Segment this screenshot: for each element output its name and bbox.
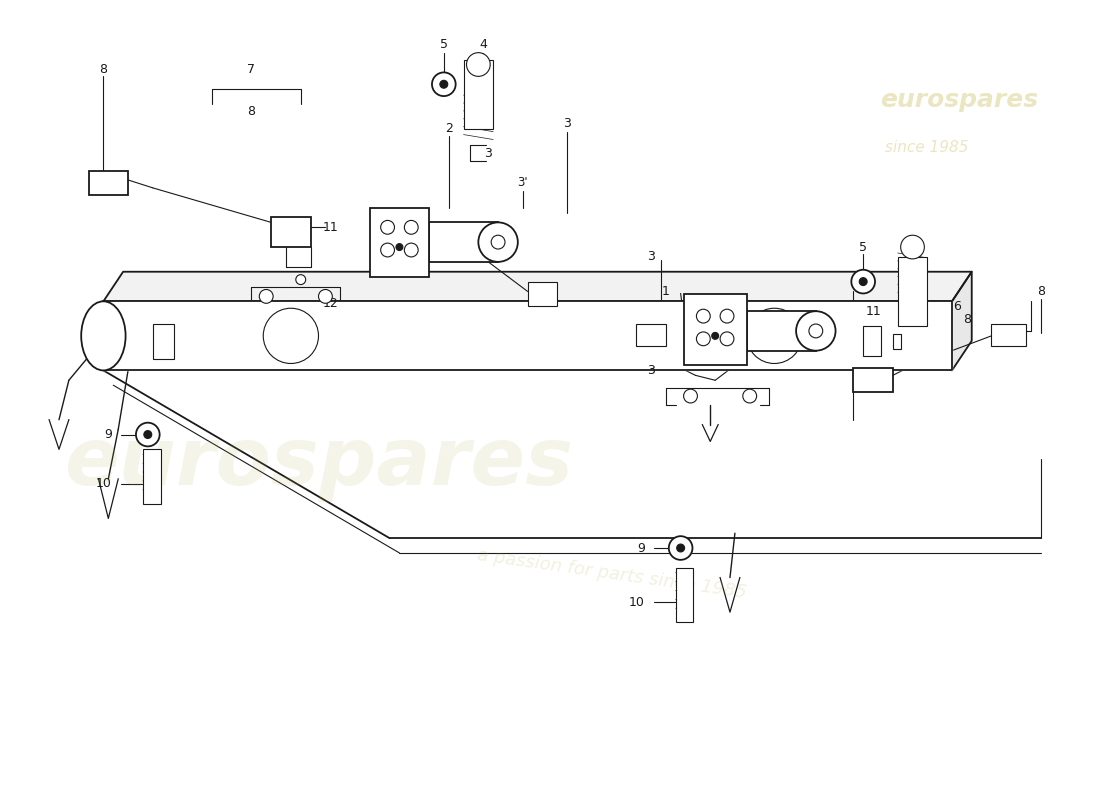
- Circle shape: [381, 243, 395, 257]
- Text: 3': 3': [517, 177, 528, 190]
- Circle shape: [901, 235, 924, 259]
- Bar: [747, 311, 816, 350]
- Text: a passion for parts since 1985: a passion for parts since 1985: [475, 546, 747, 602]
- Bar: [675, 568, 693, 622]
- Bar: [854, 369, 893, 392]
- Circle shape: [440, 80, 448, 88]
- Circle shape: [683, 389, 697, 403]
- Bar: [429, 222, 498, 262]
- Bar: [153, 324, 175, 358]
- Text: 3: 3: [563, 118, 571, 130]
- Bar: [636, 324, 666, 346]
- Text: 8: 8: [1037, 285, 1045, 298]
- Bar: [893, 334, 901, 349]
- Text: 10: 10: [628, 596, 645, 609]
- Circle shape: [381, 221, 395, 234]
- Text: 6: 6: [953, 300, 961, 313]
- Text: 3: 3: [647, 364, 654, 377]
- Text: 5: 5: [440, 38, 448, 51]
- Text: 2: 2: [444, 122, 453, 135]
- Circle shape: [466, 53, 491, 76]
- Circle shape: [432, 73, 455, 96]
- Bar: [528, 282, 558, 306]
- Bar: [370, 207, 429, 277]
- Text: 7: 7: [248, 63, 255, 76]
- Circle shape: [405, 221, 418, 234]
- Ellipse shape: [81, 302, 125, 370]
- Text: 8: 8: [1008, 325, 1015, 338]
- Circle shape: [696, 332, 711, 346]
- Text: 4: 4: [909, 241, 916, 254]
- Circle shape: [319, 290, 332, 303]
- Circle shape: [260, 290, 273, 303]
- Text: 3: 3: [484, 147, 492, 160]
- Circle shape: [396, 244, 403, 250]
- Text: 11: 11: [866, 305, 881, 318]
- Circle shape: [478, 222, 518, 262]
- Bar: [898, 257, 927, 326]
- Polygon shape: [103, 272, 971, 302]
- Polygon shape: [952, 272, 971, 370]
- Circle shape: [492, 235, 505, 249]
- Bar: [271, 218, 310, 247]
- Text: 3: 3: [647, 250, 654, 263]
- Text: 8: 8: [248, 106, 255, 118]
- Bar: [683, 294, 747, 366]
- Circle shape: [676, 544, 684, 552]
- Text: 4: 4: [480, 38, 487, 51]
- Bar: [463, 59, 493, 129]
- Text: 9: 9: [637, 542, 645, 554]
- Polygon shape: [103, 302, 952, 370]
- Circle shape: [796, 311, 836, 350]
- Bar: [89, 171, 128, 194]
- Circle shape: [720, 332, 734, 346]
- Text: 9: 9: [104, 428, 112, 441]
- Circle shape: [144, 430, 152, 438]
- Text: 10: 10: [96, 478, 111, 490]
- Bar: [991, 324, 1026, 346]
- Text: 12: 12: [322, 297, 338, 310]
- Text: 1: 1: [662, 285, 670, 298]
- Bar: [864, 326, 881, 355]
- Text: 8: 8: [962, 313, 971, 326]
- Circle shape: [851, 270, 874, 294]
- Circle shape: [405, 243, 418, 257]
- Text: 5: 5: [859, 241, 867, 254]
- Circle shape: [669, 536, 693, 560]
- Circle shape: [742, 389, 757, 403]
- Circle shape: [136, 422, 160, 446]
- Text: 12: 12: [866, 330, 881, 342]
- Circle shape: [720, 310, 734, 323]
- Circle shape: [696, 310, 711, 323]
- Circle shape: [263, 308, 319, 363]
- Circle shape: [808, 324, 823, 338]
- Bar: [143, 450, 161, 504]
- Text: 8: 8: [99, 63, 108, 76]
- Text: 11: 11: [322, 221, 338, 234]
- Circle shape: [712, 333, 718, 339]
- Text: since 1985: since 1985: [884, 140, 968, 155]
- Text: eurospares: eurospares: [64, 424, 573, 502]
- Circle shape: [747, 308, 802, 363]
- Text: eurospares: eurospares: [880, 88, 1038, 112]
- Circle shape: [859, 278, 867, 286]
- Circle shape: [296, 274, 306, 285]
